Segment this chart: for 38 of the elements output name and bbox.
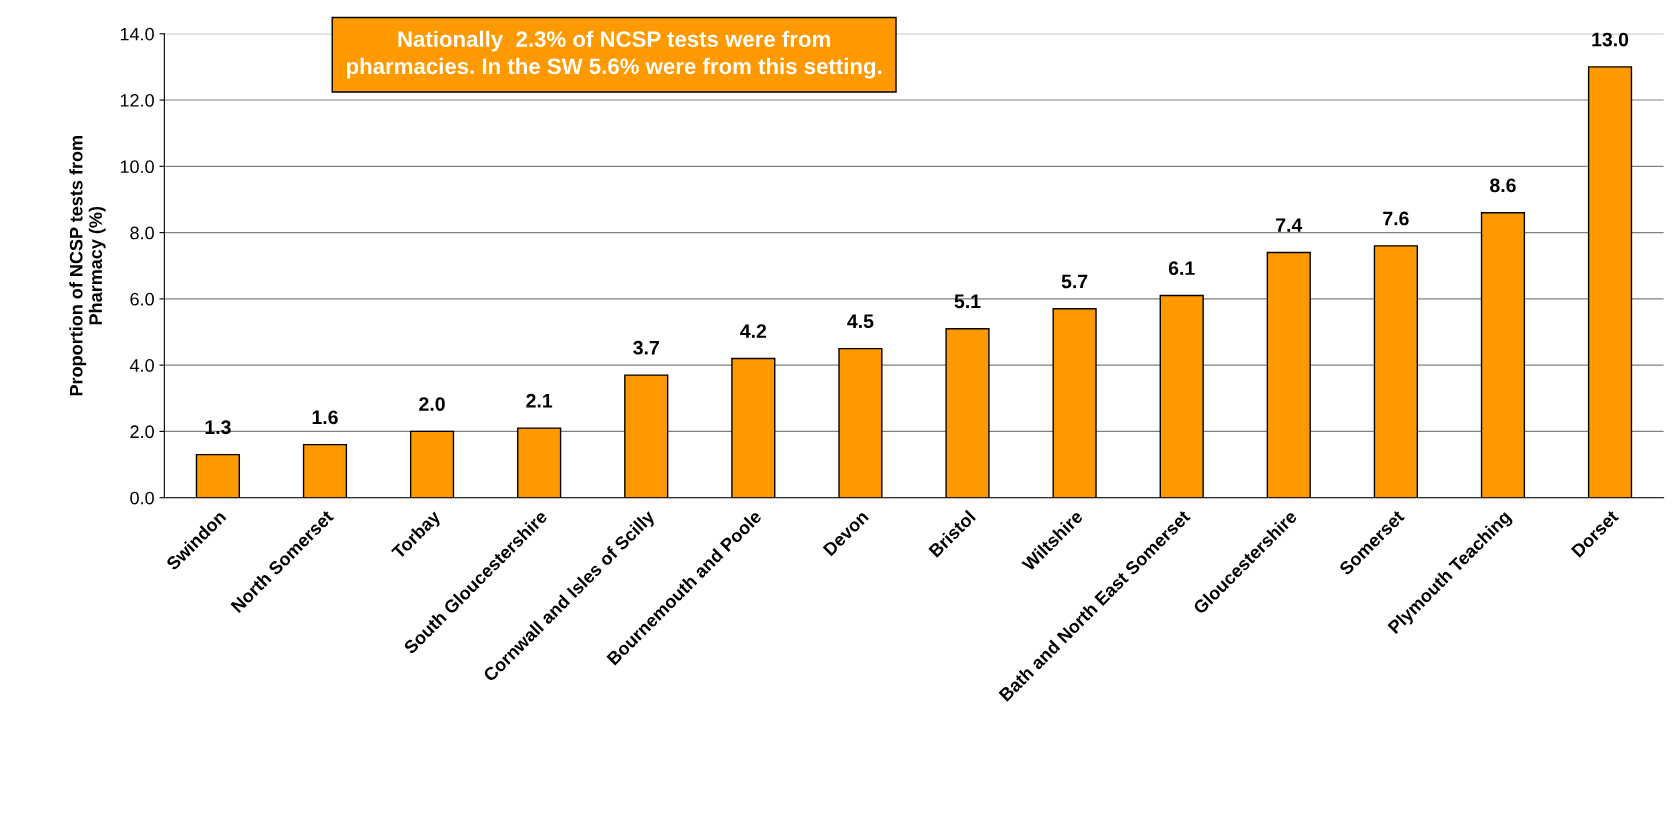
data-label: 4.2 — [740, 324, 767, 338]
y-tick-label: 10.0 — [120, 160, 154, 174]
data-label: 5.1 — [954, 294, 981, 309]
bar — [1052, 308, 1097, 498]
y-tick-label: 2.0 — [130, 425, 154, 439]
data-label: 7.4 — [1276, 218, 1303, 232]
bar — [195, 453, 241, 498]
data-label: 4.5 — [847, 314, 874, 329]
data-label: 1.6 — [312, 410, 338, 425]
bar — [945, 328, 990, 498]
data-label: 8.6 — [1490, 178, 1516, 193]
data-label: 13.0 — [1592, 32, 1629, 47]
data-label: 5.7 — [1061, 274, 1088, 289]
bar — [1480, 212, 1526, 498]
data-label: 1.3 — [205, 420, 231, 435]
y-tick-label: 14.0 — [120, 27, 154, 41]
bar — [624, 374, 669, 498]
y-tick-label: 8.0 — [130, 226, 154, 240]
data-label: 7.6 — [1383, 211, 1409, 226]
data-label: 6.1 — [1168, 261, 1195, 276]
bar — [838, 347, 883, 498]
bar — [1587, 66, 1633, 498]
bar — [517, 427, 562, 498]
y-axis-title: Proportion of NCSP tests from Pharmacy (%) — [69, 136, 106, 396]
bar — [1159, 294, 1204, 498]
bar — [302, 443, 348, 498]
data-label: 2.1 — [526, 393, 553, 408]
y-tick-label: 12.0 — [120, 93, 154, 107]
bar — [1266, 251, 1311, 498]
annotation: Nationally 2.3% of NCSP tests were from pharmacies. In the SW 5.6% were from this setting. — [347, 30, 882, 79]
data-label: 3.7 — [633, 340, 659, 355]
bar — [409, 430, 455, 498]
y-tick-label: 0.0 — [130, 491, 154, 505]
y-tick-label: 6.0 — [130, 292, 154, 306]
data-label: 2.0 — [419, 397, 445, 411]
bar — [1373, 245, 1418, 498]
y-tick-label: 4.0 — [129, 359, 154, 372]
bar — [731, 357, 776, 498]
